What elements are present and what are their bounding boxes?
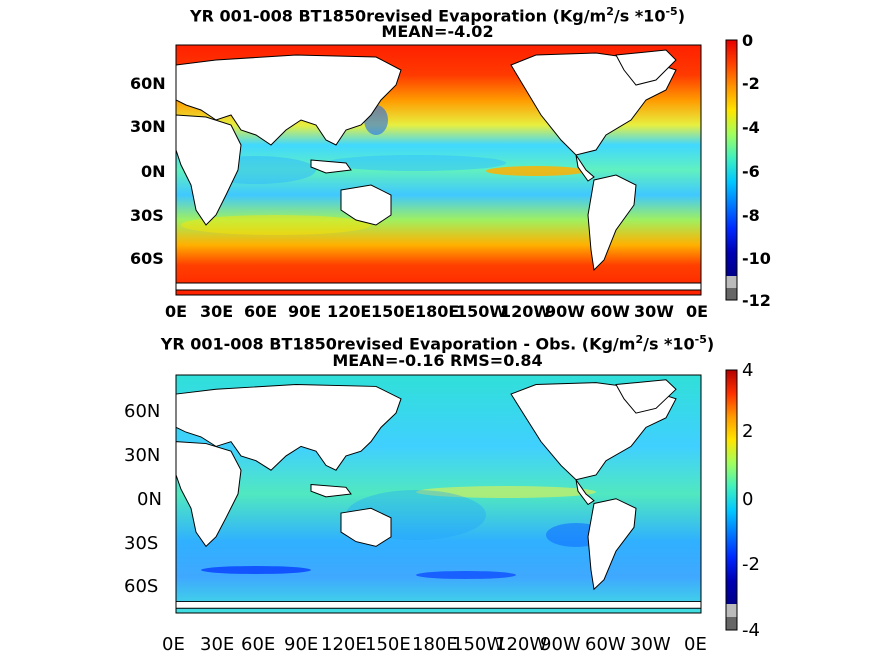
panel1-lon-label: 150W <box>456 302 508 321</box>
panel2-lon-label: 120W <box>495 634 548 655</box>
panel1-lon-label: 90E <box>288 302 322 321</box>
panel2-lon-label: 60W <box>585 634 626 655</box>
panel1-lon-label: 30W <box>634 302 674 321</box>
panel1-lon-label: 150E <box>371 302 416 321</box>
panel1-colorbar-label: 0 <box>742 31 754 50</box>
panel2-title-text: YR 001-008 BT1850revised Evaporation - O… <box>160 334 636 354</box>
panel2-field-feature <box>416 486 596 498</box>
panel1-lon-label: 120W <box>500 302 552 321</box>
panel1-colorbar-label: -2 <box>742 74 760 93</box>
panel1-lat-label: 30S <box>130 206 164 225</box>
panel1-title-exp: -5 <box>665 5 678 18</box>
panel2-lat-label: 30N <box>124 445 161 466</box>
panel1-frame <box>175 44 702 296</box>
panel1-title-mid: /s *10 <box>613 6 666 26</box>
panel1-lon-label: 0E <box>165 302 188 321</box>
panel2-lat-label: 60N <box>124 401 161 422</box>
panel1-map <box>175 44 702 296</box>
panel2-lon-label: 0E <box>162 634 185 655</box>
panel2-lon-label: 30W <box>630 634 671 655</box>
panel1-subtitle: MEAN=-4.02 <box>381 22 494 41</box>
panel1-colorbar-label: -6 <box>742 162 760 181</box>
panel2-colorbar-frame <box>725 369 738 631</box>
panel1-colorbar-label: -8 <box>742 206 760 225</box>
panel1-title: YR 001-008 BT1850revised Evaporation (Kg… <box>0 2 875 25</box>
panel2-title-mid: /s *10 <box>643 334 695 354</box>
panel2-colorbar-label: -4 <box>742 620 760 641</box>
panel2-title: YR 001-008 BT1850revised Evaporation - O… <box>0 330 875 353</box>
panel1-colorbar-label: -10 <box>742 249 771 268</box>
panel1-colorbar <box>725 39 738 301</box>
panel1-field-feature <box>181 215 371 235</box>
panel1-lon-label: 30E <box>200 302 234 321</box>
panel1-colorbar-under1 <box>726 276 737 288</box>
panel1-colorbar-gradient <box>726 40 737 276</box>
panel2-lat-label: 60S <box>124 576 159 597</box>
panel1-field-feature <box>486 166 586 176</box>
panel2-lat-label: 30S <box>124 533 159 554</box>
panel2-title-end: ) <box>706 334 715 354</box>
panel2-lat-label: 0N <box>137 489 162 510</box>
panel2-lon-label: 90E <box>284 634 319 655</box>
panel2-colorbar <box>725 369 738 631</box>
panel2-colorbar-label: -2 <box>742 554 760 575</box>
panel1-title-text: YR 001-008 BT1850revised Evaporation (Kg… <box>189 6 607 26</box>
panel2-colorbar-label: 0 <box>742 489 754 510</box>
panel2-colorbar-label: 4 <box>742 360 754 381</box>
panel2-field-feature <box>201 566 311 574</box>
panel1-lon-label: 120E <box>327 302 372 321</box>
panel1-lat-label: 60N <box>130 74 166 93</box>
panel2-frame <box>175 374 702 614</box>
panel1-lon-label: 90W <box>545 302 585 321</box>
panel2-lon-label: 60E <box>241 634 276 655</box>
panel1-lon-label: 0E <box>686 302 709 321</box>
panel2-subtitle: MEAN=-0.16 RMS=0.84 <box>332 351 543 370</box>
panel2-title-exp: -5 <box>694 333 707 346</box>
panel2-lon-label: 180E <box>412 634 458 655</box>
panel2-colorbar-under1 <box>726 604 737 617</box>
panel1-lon-label: 60E <box>244 302 278 321</box>
panel2-lon-label: 120E <box>321 634 367 655</box>
panel2-colorbar-under2 <box>726 617 737 630</box>
panel2-lon-label: 0E <box>684 634 707 655</box>
panel1-title-end: ) <box>677 6 685 26</box>
panel1-field-feature <box>326 155 506 171</box>
panel1-lon-label: 60W <box>590 302 630 321</box>
panel2-field-feature <box>416 571 516 579</box>
panel2-lon-label: 90W <box>540 634 581 655</box>
panel1-colorbar-frame <box>725 39 738 301</box>
panel2-colorbar-label: 2 <box>742 421 754 442</box>
panel1-lon-label: 180E <box>415 302 460 321</box>
panel1-lat-label: 60S <box>130 249 164 268</box>
panel2-lon-label: 150E <box>365 634 411 655</box>
panel2-lon-label: 150W <box>452 634 505 655</box>
panel2-colorbar-gradient <box>726 370 737 604</box>
panel2-title-sup: 2 <box>635 333 644 346</box>
panel1-lat-label: 30N <box>130 117 166 136</box>
panel1-colorbar-label: -4 <box>742 118 760 137</box>
panel1-lat-label: 0N <box>141 162 166 181</box>
panel2-map <box>175 374 702 614</box>
panel1-title-sup: 2 <box>606 5 614 18</box>
panel1-colorbar-under2 <box>726 288 737 300</box>
panel2-lon-label: 30E <box>200 634 235 655</box>
panel1-colorbar-label: -12 <box>742 291 771 310</box>
